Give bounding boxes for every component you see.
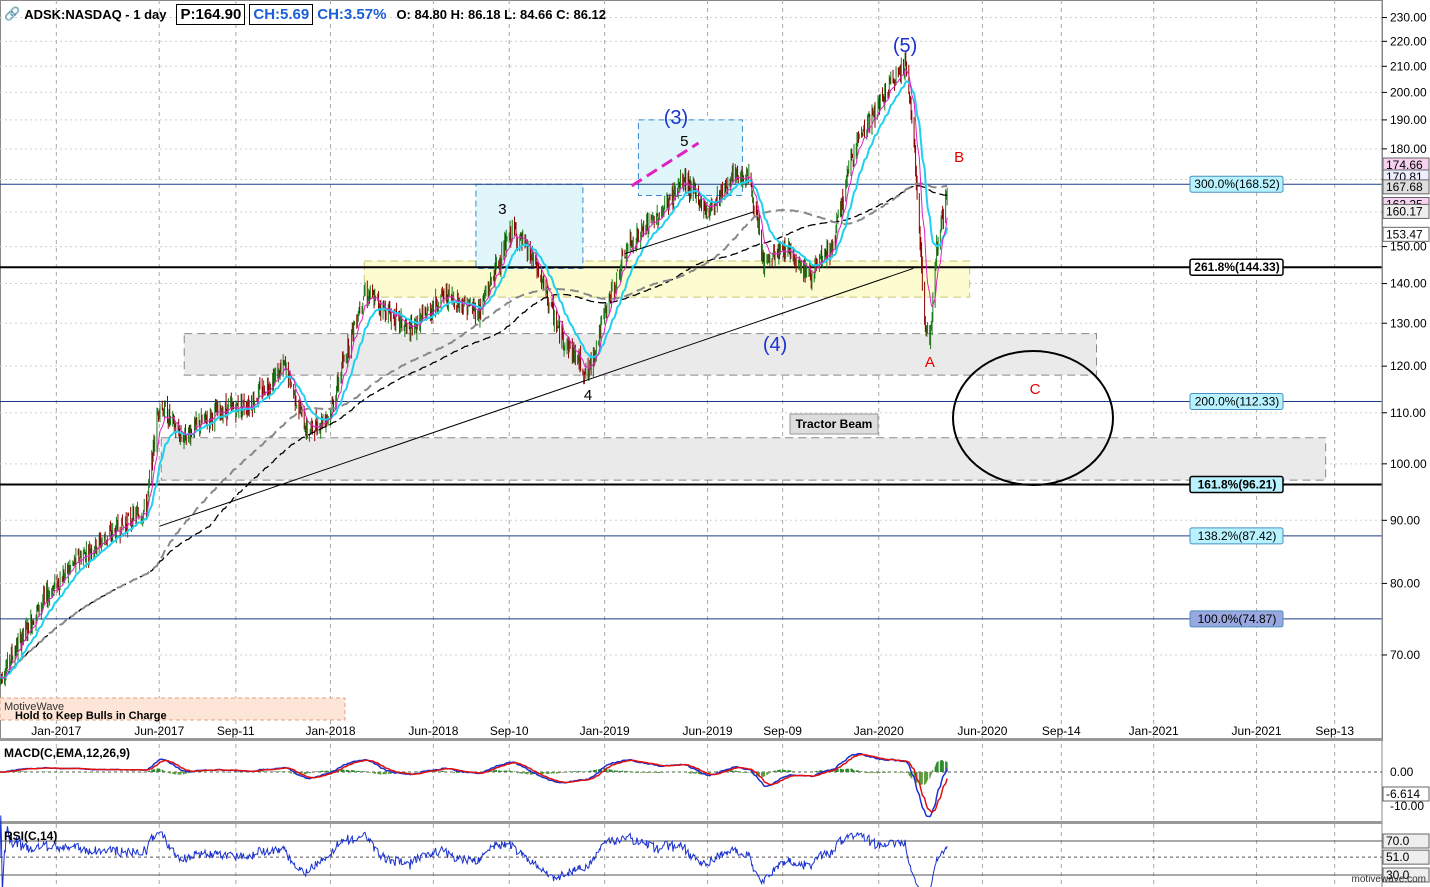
- axis-tag-label: 160.17: [1386, 204, 1423, 218]
- watermark-right: motivewave.com: [1351, 874, 1426, 885]
- x-tick-label: Jan-2021: [1129, 724, 1179, 738]
- support-zone-upper: [183, 333, 1098, 376]
- bulls-zone-label: Hold to Keep Bulls in Charge: [15, 710, 167, 722]
- macd-label: MACD(C,EMA,12,26,9): [4, 746, 131, 760]
- fib-tag-label: 161.8%(96.21): [1198, 478, 1277, 492]
- watermark-left: MotiveWave: [4, 701, 65, 713]
- minor-label-4: 4: [584, 387, 592, 404]
- wave-label-4: (4): [763, 334, 787, 356]
- x-tick-label: Jan-2017: [31, 724, 81, 738]
- fib-tag-box: [1189, 527, 1284, 545]
- ema-fast: [0, 69, 948, 679]
- y-tick-label: 190.00: [1390, 113, 1427, 127]
- y-tick-label: 230.00: [1390, 11, 1427, 25]
- y-tick-label: 120.00: [1390, 359, 1427, 373]
- x-tick-label: Jun-2017: [134, 724, 184, 738]
- rsi-tag-label: 51.0: [1386, 850, 1410, 864]
- axis-tag-box: [1382, 203, 1430, 219]
- y-tick-label: 70.00: [1390, 648, 1420, 662]
- axis-tag-label: 167.68: [1386, 180, 1423, 194]
- y-tick-label: 140.00: [1390, 277, 1427, 291]
- wave-label-5: (5): [893, 35, 917, 57]
- price-box: P:164.90: [176, 3, 246, 25]
- x-tick-label: Sep-14: [1042, 724, 1081, 738]
- y-tick-label: 130.00: [1390, 316, 1427, 330]
- support-zone-lower: [160, 437, 1327, 481]
- x-tick-label: Jan-2019: [580, 724, 630, 738]
- tractor-beam-label: Tractor Beam: [796, 417, 873, 431]
- wave3-box: [475, 183, 584, 269]
- macd-tick-label: 0.00: [1390, 765, 1414, 779]
- x-tick-label: Sep-11: [217, 724, 255, 738]
- fib-tag-box: [1189, 258, 1284, 276]
- y-tick-label: 220.00: [1390, 34, 1427, 48]
- y-tick-label: 150.00: [1390, 240, 1427, 254]
- tractor-beam-box: [789, 413, 879, 435]
- macd-tick-label: -10.00: [1390, 799, 1424, 813]
- wave5-channel: [630, 141, 700, 188]
- rsi-tag-label: 30.0: [1386, 868, 1410, 882]
- ema-slow: [0, 80, 949, 679]
- x-tick-label: Jun-2019: [683, 724, 733, 738]
- x-tick-label: Jan-2018: [305, 724, 355, 738]
- y-tick-label: 110.00: [1390, 406, 1426, 420]
- rsi-tag-box: [1382, 833, 1430, 849]
- link-icon[interactable]: 🔗: [4, 6, 21, 21]
- trendline-upper: [624, 211, 754, 255]
- y-tick-label: 80.00: [1390, 576, 1420, 590]
- target-ellipse: [952, 350, 1114, 486]
- corrective-label-b: B: [954, 149, 964, 166]
- minor-label-3: 3: [498, 201, 506, 218]
- y-tick-label: 90.00: [1390, 513, 1420, 527]
- fib-tag-label: 100.0%(74.87): [1198, 612, 1277, 626]
- fib-tag-label: 261.8%(144.33): [1194, 260, 1279, 274]
- fib-tag-label: 300.0%(168.52): [1194, 177, 1279, 191]
- axis-tag-label: 153.47: [1386, 227, 1423, 241]
- fib-tag-box: [1189, 175, 1284, 193]
- x-tick-label: Sep-10: [490, 724, 529, 738]
- change-box: CH:5.69: [249, 3, 314, 25]
- axis-tag-box: [1382, 226, 1430, 242]
- sma-200: [0, 185, 948, 679]
- minor-label-5: 5: [680, 133, 688, 150]
- y-tick-label: 200.00: [1390, 85, 1427, 99]
- fib-tag-box: [1189, 610, 1284, 628]
- wave-label-3: (3): [664, 107, 688, 129]
- corrective-label-a: A: [925, 354, 935, 371]
- macd-signal-line: [0, 753, 948, 813]
- corrective-label-c: C: [1030, 381, 1041, 398]
- axis-tag-label: 174.66: [1386, 158, 1423, 172]
- chart-header: 🔗 ADSK:NASDAQ - 1 day P:164.90 CH:5.69 C…: [4, 3, 606, 25]
- x-tick-label: Jun-2018: [408, 724, 458, 738]
- x-tick-label: Sep-09: [763, 724, 802, 738]
- macd-value-box: [1382, 786, 1430, 802]
- trendline-lower: [159, 267, 914, 527]
- macd-separator: [0, 738, 1382, 741]
- ohlc-readout: O: 84.80 H: 86.18 L: 84.66 C: 86.12: [396, 6, 606, 22]
- x-tick-label: Jun-2020: [957, 724, 1007, 738]
- rsi-tag-box: [1382, 867, 1430, 883]
- rsi-tag-label: 70.0: [1386, 834, 1410, 848]
- y-tick-label: 100.00: [1390, 457, 1427, 471]
- change-pct: CH:3.57%: [317, 5, 387, 23]
- x-tick-label: Jan-2020: [854, 724, 904, 738]
- fib-tag-box: [1189, 393, 1284, 411]
- fib-tag-label: 200.0%(112.33): [1195, 395, 1280, 409]
- bulls-zone: [0, 697, 346, 721]
- rsi-tag-box: [1382, 849, 1430, 865]
- rsi-line: [0, 815, 948, 887]
- x-tick-label: Sep-13: [1315, 724, 1354, 738]
- y-tick-label: 180.00: [1390, 142, 1427, 156]
- sma-150: [0, 182, 948, 680]
- macd-value-label: -6.614: [1386, 787, 1420, 801]
- fib-tag-label: 138.2%(87.42): [1198, 529, 1277, 543]
- rsi-separator: [0, 821, 1382, 824]
- symbol-label: ADSK:NASDAQ - 1 day: [24, 6, 167, 22]
- y-tick-label: 210.00: [1390, 59, 1427, 73]
- rsi-label: RSI(C,14): [4, 829, 58, 843]
- x-tick-label: Jun-2021: [1232, 724, 1282, 738]
- fib-tag-box: [1189, 475, 1284, 494]
- axis-tag-box: [1382, 179, 1430, 195]
